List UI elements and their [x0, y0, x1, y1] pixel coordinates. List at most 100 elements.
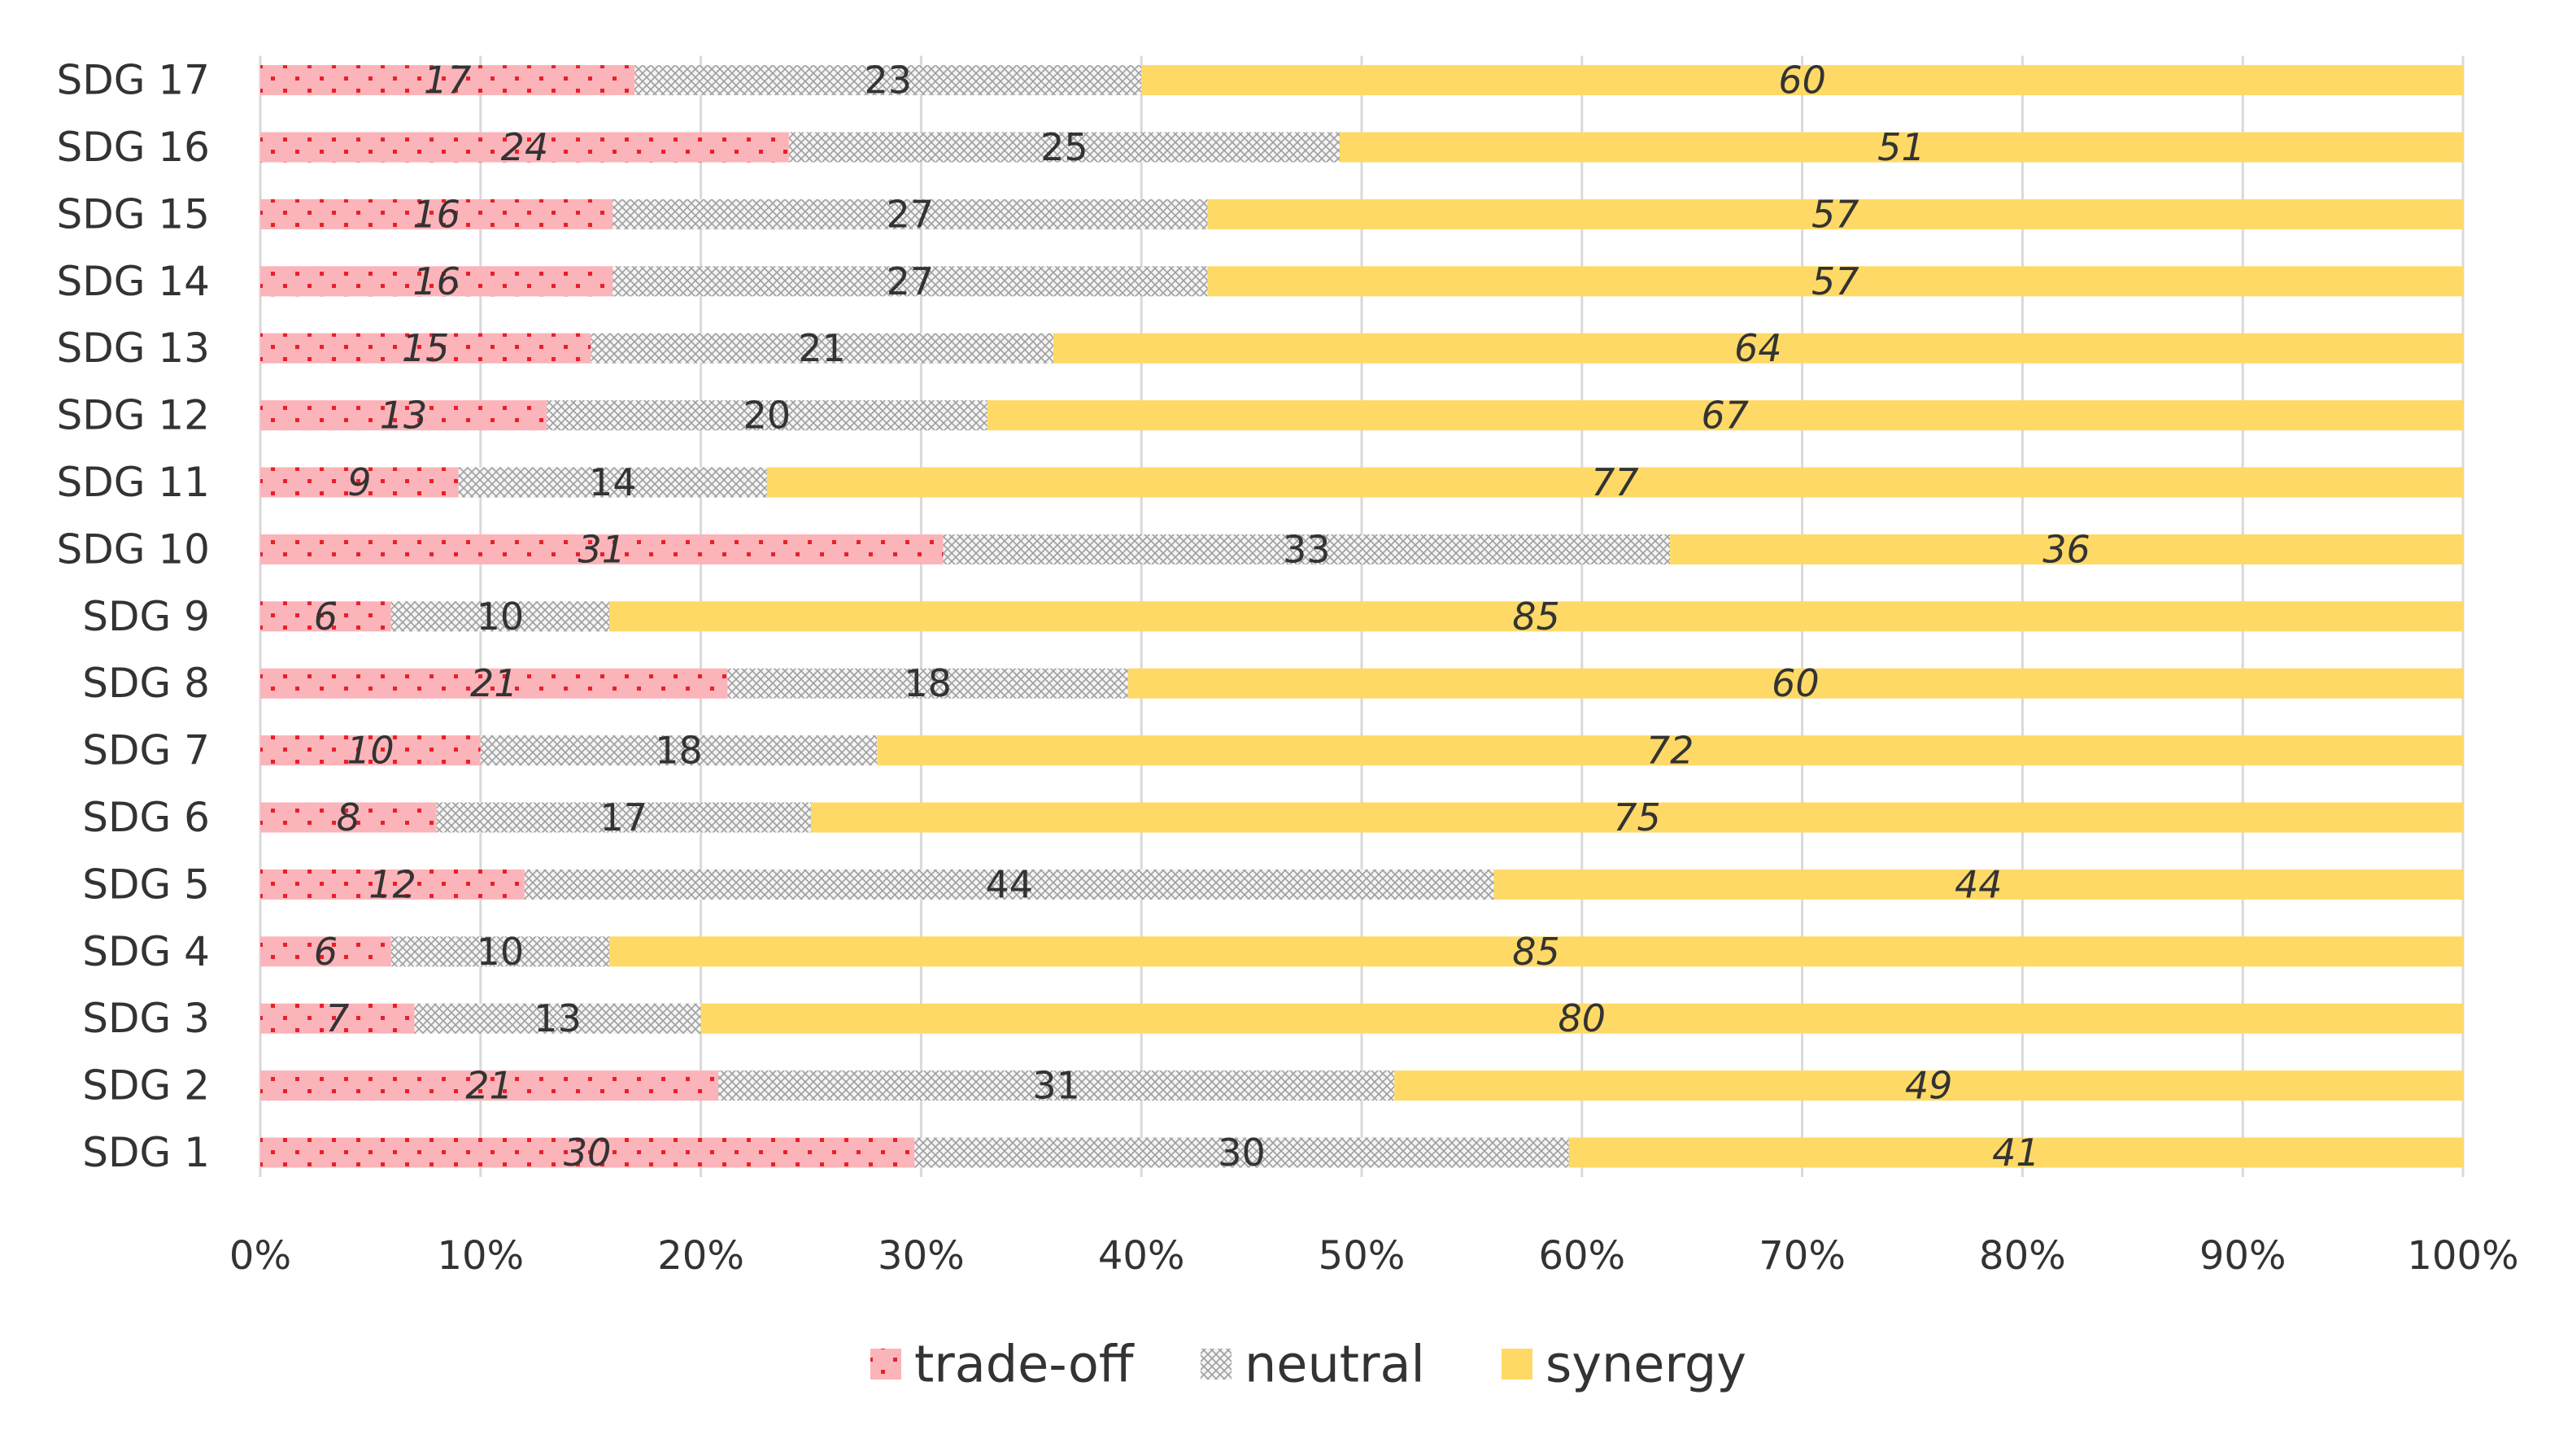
data-label: 13 [380, 394, 428, 438]
data-label: 31 [578, 527, 626, 571]
category-label: SDG 5 [82, 861, 210, 908]
bar-segment-trade-off [260, 1070, 719, 1101]
bar-segment-trade-off [260, 802, 437, 833]
bar-segment-synergy [1394, 1070, 2463, 1101]
data-label: 6 [314, 930, 338, 974]
data-label: 30 [1218, 1131, 1266, 1175]
category-label: SDG 16 [56, 124, 210, 171]
data-label: 14 [589, 460, 637, 504]
data-label: 23 [865, 59, 913, 102]
bar-segment-trade-off [260, 198, 613, 229]
bar-segment-neutral [788, 132, 1340, 163]
bar-segment-neutral [414, 1003, 701, 1034]
data-label: 9 [347, 460, 371, 504]
bar-segment-trade-off [260, 869, 525, 900]
data-labels: 30 30 41 21 31 49 7 13 80 6 10 85 12 44 44 8 17 75 10 18 72 2… [314, 59, 2090, 1175]
category-label: SDG 15 [56, 190, 210, 238]
x-tick-label: 100% [2407, 1233, 2518, 1279]
data-label: 31 [1032, 1064, 1080, 1108]
bar-segment-trade-off [260, 534, 944, 565]
bar-segment-synergy [811, 802, 2463, 833]
data-label: 41 [1992, 1131, 2040, 1175]
bar-segment-neutral [914, 1137, 1569, 1168]
data-label: 27 [887, 259, 935, 303]
x-tick-label: 70% [1759, 1233, 1846, 1279]
category-label: SDG 9 [82, 593, 210, 640]
bar-segment-trade-off [260, 1137, 915, 1168]
data-label: 85 [1512, 595, 1560, 639]
x-tick-label: 10% [437, 1233, 524, 1279]
legend-label-neutral: neutral [1245, 1335, 1425, 1394]
category-label: SDG 10 [56, 525, 210, 573]
data-label: 7 [325, 996, 349, 1040]
data-label: 67 [1702, 394, 1750, 438]
data-label: 44 [1955, 862, 2003, 906]
legend-label-synergy: synergy [1545, 1335, 1746, 1394]
bar-segment-neutral [480, 735, 878, 766]
data-label: 13 [534, 996, 582, 1040]
bar-segment-trade-off [260, 65, 635, 96]
bar-segment-trade-off [260, 668, 728, 699]
category-label: SDG 11 [56, 459, 210, 506]
x-tick-label: 0% [229, 1233, 291, 1279]
bar-segment-synergy [608, 936, 2463, 967]
category-labels: SDG 1 SDG 2 SDG 3 SDG 4 SDG 5 SDG 6 SDG 7 SDG 8… [56, 57, 210, 1176]
data-label: 21 [470, 661, 518, 705]
category-label: SDG 13 [56, 325, 210, 372]
x-tick-label: 50% [1319, 1233, 1406, 1279]
data-label: 10 [477, 930, 525, 974]
category-label: SDG 12 [56, 392, 210, 439]
bar-segment-neutral [524, 869, 1494, 900]
bar-segment-trade-off [260, 400, 547, 431]
data-label: 72 [1646, 729, 1694, 773]
data-label: 44 [985, 862, 1033, 906]
legend-swatch-neutral [1201, 1349, 1232, 1380]
category-label: SDG 3 [82, 995, 210, 1042]
legend-swatch-trade-off [870, 1349, 901, 1380]
data-label: 36 [2042, 527, 2090, 571]
x-tick-label: 30% [878, 1233, 965, 1279]
data-label: 16 [412, 192, 460, 236]
category-label: SDG 1 [82, 1129, 210, 1176]
data-label: 24 [501, 125, 549, 169]
data-label: 21 [798, 326, 846, 370]
data-label: 51 [1877, 125, 1925, 169]
bar-segment-neutral [436, 802, 811, 833]
data-label: 57 [1811, 259, 1859, 303]
data-label: 60 [1772, 661, 1820, 705]
bar-segment-trade-off [260, 266, 613, 297]
data-label: 18 [904, 661, 952, 705]
category-label: SDG 8 [82, 660, 210, 707]
bar-segment-synergy [1670, 534, 2463, 565]
bar-segment-synergy [1127, 668, 2463, 699]
bar-segment-neutral [390, 601, 609, 632]
bar-segment-trade-off [260, 1003, 415, 1034]
data-label: 17 [424, 59, 472, 102]
x-axis-ticks: 0% 10% 20% 30% 40% 50% 60% 70% 80% 90% 100% [229, 1233, 2519, 1279]
bar-segment-neutral [613, 266, 1208, 297]
bar-segment-neutral [458, 467, 767, 498]
data-label: 75 [1613, 796, 1661, 839]
bar-segment-trade-off [260, 735, 481, 766]
bar-segment-neutral [547, 400, 987, 431]
data-label: 21 [465, 1064, 513, 1108]
category-label: SDG 6 [82, 794, 210, 841]
data-label: 15 [402, 326, 450, 370]
data-label: 10 [347, 729, 395, 773]
x-tick-label: 20% [657, 1233, 744, 1279]
bar-segment-synergy [987, 400, 2463, 431]
data-label: 6 [314, 595, 338, 639]
data-label: 77 [1591, 460, 1639, 504]
data-label: 60 [1778, 59, 1826, 102]
bar-segment-neutral [390, 936, 609, 967]
bars [260, 65, 2463, 1168]
data-label: 16 [412, 259, 460, 303]
data-label: 49 [1905, 1064, 1953, 1108]
data-label: 80 [1559, 996, 1606, 1040]
bar-segment-trade-off [260, 936, 391, 967]
bar-segment-synergy [1339, 132, 2463, 163]
category-label: SDG 17 [56, 57, 210, 104]
data-label: 18 [655, 729, 703, 773]
category-label: SDG 2 [82, 1062, 210, 1109]
legend-label-trade-off: trade-off [914, 1335, 1135, 1394]
